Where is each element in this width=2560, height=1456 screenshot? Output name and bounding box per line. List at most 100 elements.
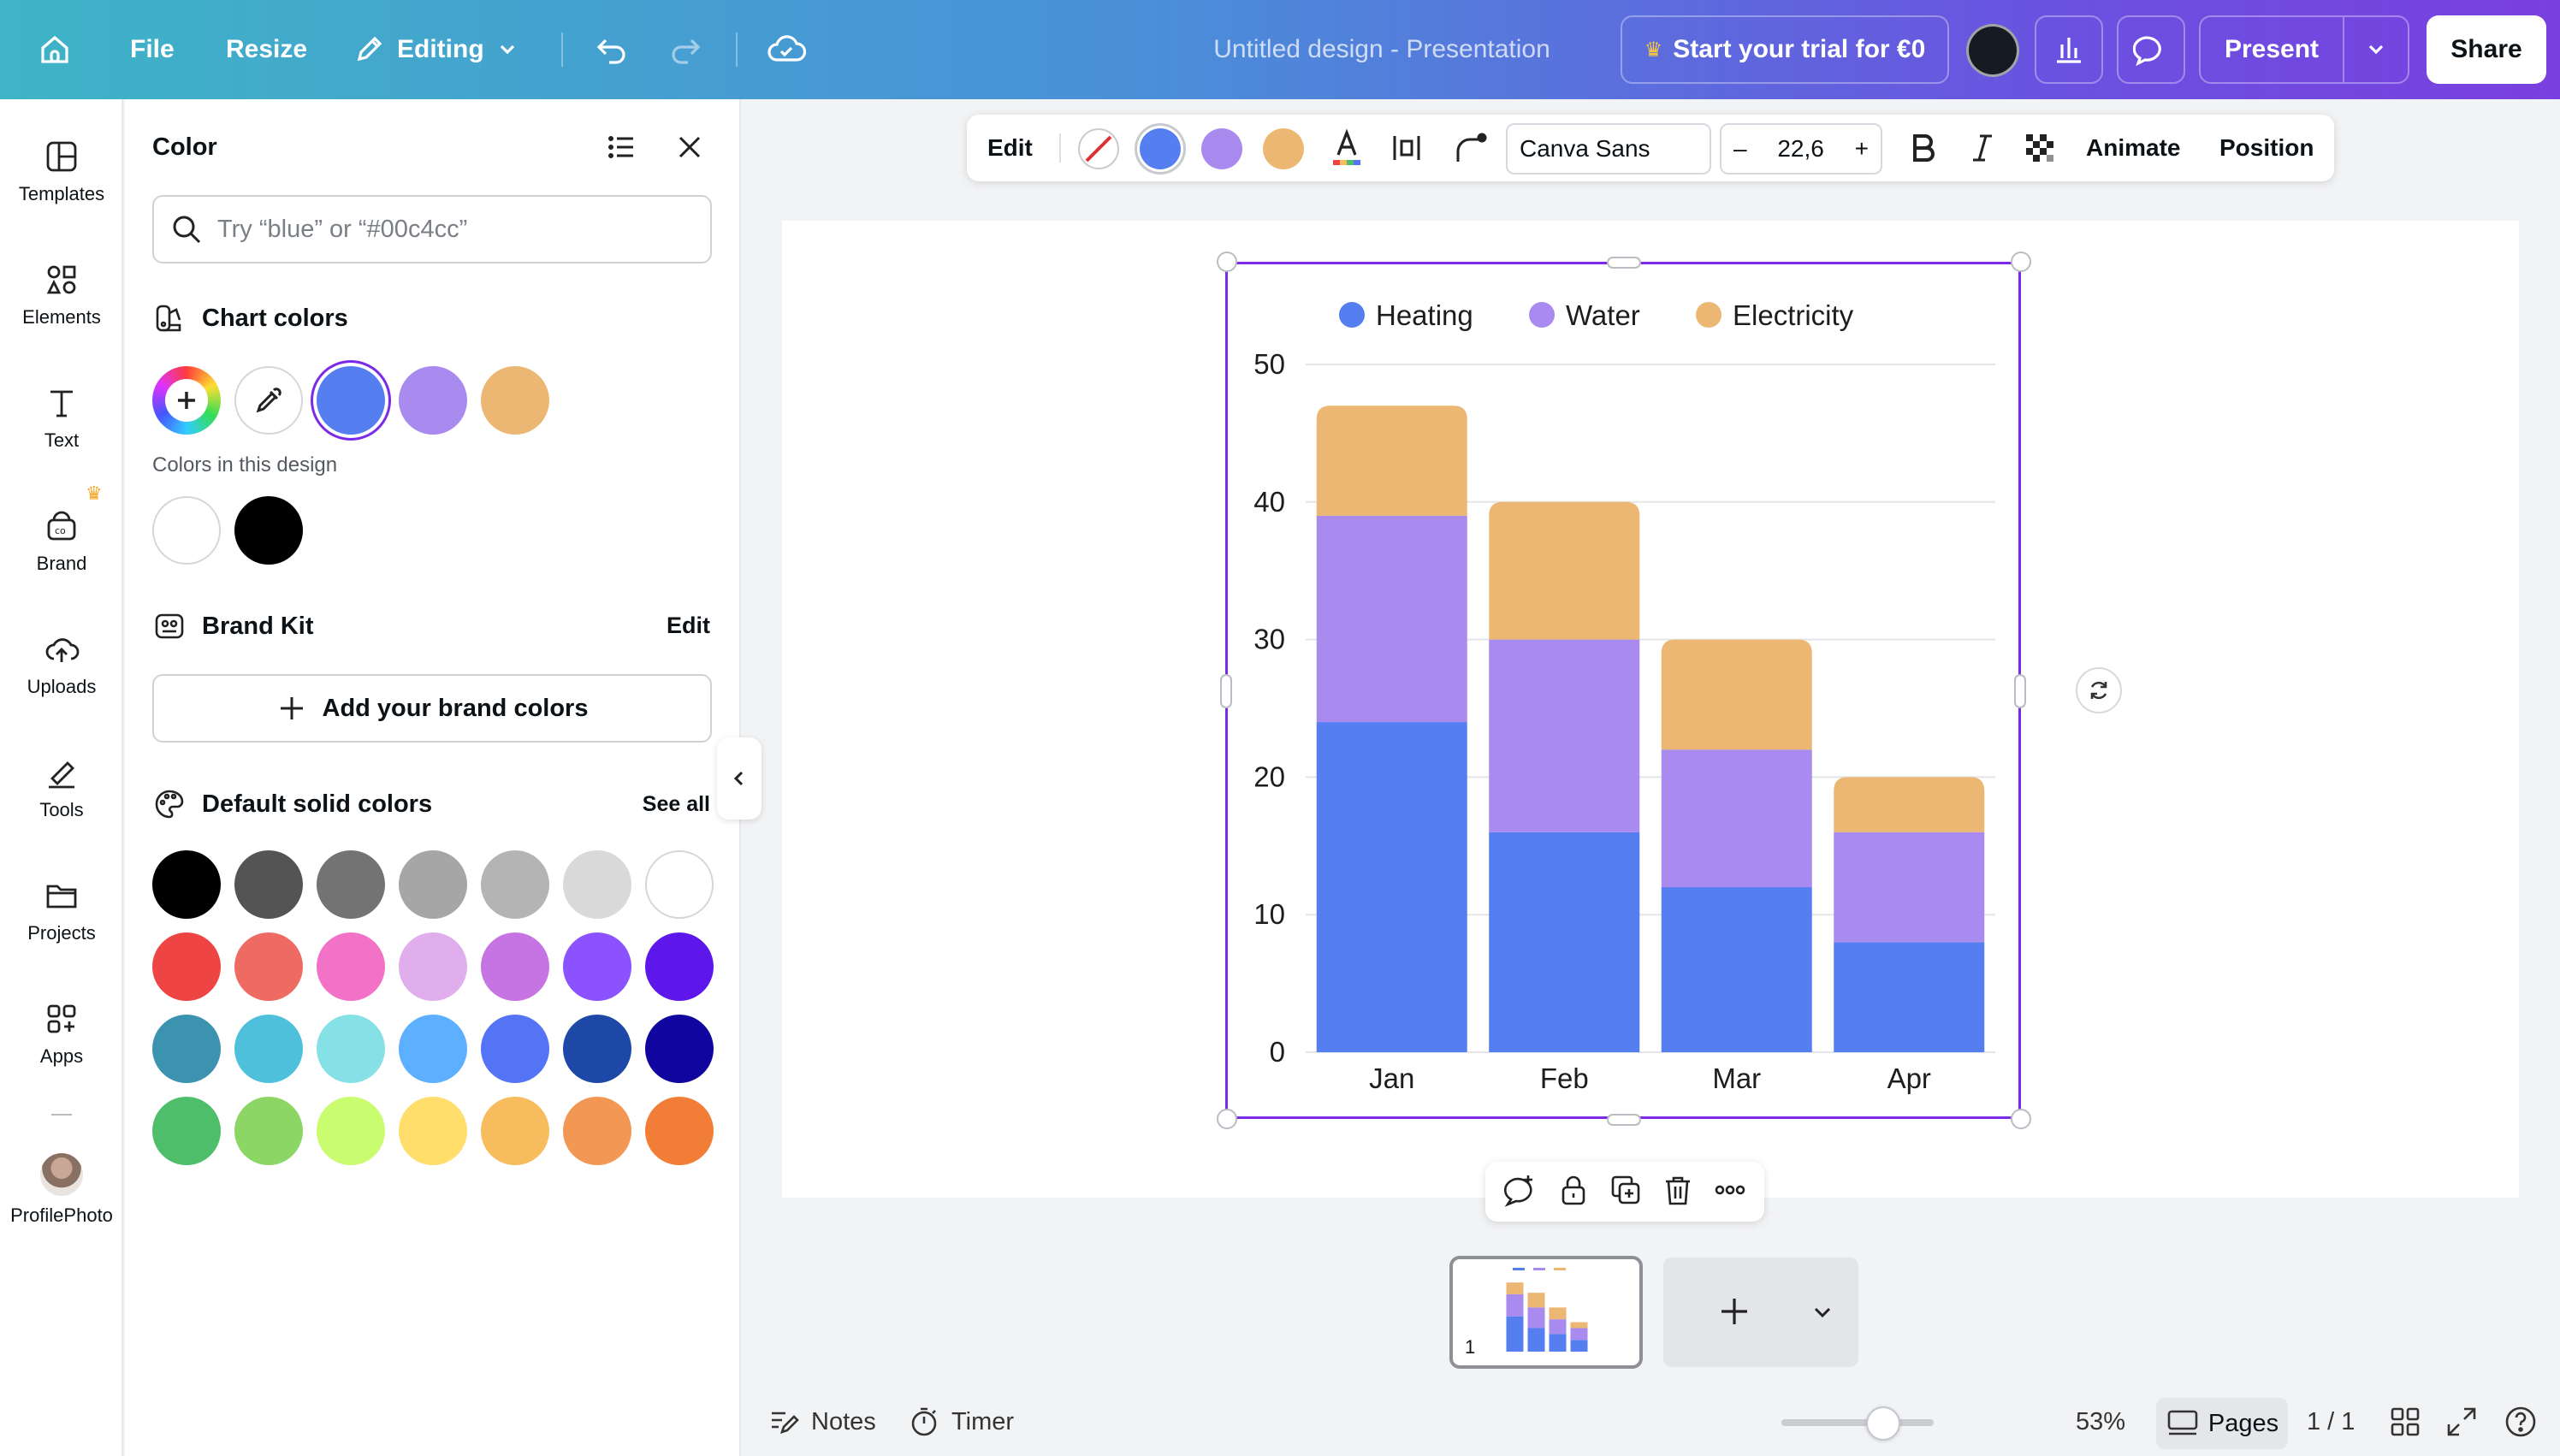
rail-item-tools[interactable]: Tools bbox=[0, 755, 123, 821]
present-button[interactable]: Present bbox=[2201, 17, 2344, 82]
decrease-font-button[interactable]: – bbox=[1733, 135, 1747, 162]
transparency-button[interactable] bbox=[2023, 115, 2057, 181]
stacked-bar-chart[interactable]: 0 10 20 30 40 50 Jan Feb Mar Apr Heating Water Elect… bbox=[1225, 262, 2021, 1119]
default-color-swatch[interactable] bbox=[645, 932, 714, 1001]
default-color-swatch[interactable] bbox=[481, 850, 549, 919]
delete-button[interactable] bbox=[1661, 1173, 1695, 1211]
resize-handle-top-right[interactable] bbox=[2011, 252, 2031, 272]
default-color-swatch[interactable] bbox=[645, 1097, 714, 1165]
rail-item-templates[interactable]: Templates bbox=[0, 139, 123, 205]
add-brand-colors-button[interactable]: Add your brand colors bbox=[152, 674, 712, 743]
default-color-swatch[interactable] bbox=[645, 850, 714, 919]
default-color-swatch[interactable] bbox=[317, 932, 385, 1001]
file-menu[interactable]: File bbox=[130, 35, 175, 63]
rail-item-brand[interactable]: co Brand bbox=[0, 508, 123, 575]
default-color-swatch[interactable] bbox=[481, 1015, 549, 1083]
color-search-field[interactable] bbox=[152, 195, 712, 263]
zoom-slider-track[interactable] bbox=[1781, 1419, 1934, 1426]
default-color-swatch[interactable] bbox=[234, 1015, 303, 1083]
no-color-swatch[interactable] bbox=[1078, 128, 1119, 169]
duplicate-button[interactable] bbox=[1609, 1173, 1643, 1211]
user-avatar[interactable] bbox=[1966, 24, 2019, 77]
resize-handle-right[interactable] bbox=[2014, 674, 2026, 708]
eyedropper-button[interactable] bbox=[234, 366, 303, 435]
default-color-swatch[interactable] bbox=[234, 932, 303, 1001]
font-size-value[interactable]: 22,6 bbox=[1777, 135, 1824, 162]
zoom-slider-handle[interactable] bbox=[1866, 1406, 1901, 1441]
timer-button[interactable]: Timer bbox=[907, 1394, 1014, 1449]
chart-color-swatch[interactable] bbox=[481, 366, 549, 435]
share-button[interactable]: Share bbox=[2427, 15, 2546, 84]
start-trial-button[interactable]: ♛ Start your trial for €0 bbox=[1621, 15, 1949, 84]
pages-button[interactable]: Pages bbox=[2156, 1398, 2288, 1449]
help-button[interactable] bbox=[2504, 1394, 2538, 1449]
font-family-select[interactable]: Canva Sans bbox=[1506, 123, 1711, 175]
rail-item-profile-photo[interactable]: ProfilePhoto bbox=[0, 1153, 123, 1227]
add-page-options-button[interactable] bbox=[1810, 1300, 1834, 1329]
default-color-swatch[interactable] bbox=[563, 932, 631, 1001]
see-all-link[interactable]: See all bbox=[642, 792, 710, 816]
resize-handle-top-left[interactable] bbox=[1217, 252, 1237, 272]
default-color-swatch[interactable] bbox=[481, 1097, 549, 1165]
edit-chart-button[interactable]: Edit bbox=[987, 134, 1033, 161]
chart-color-swatch[interactable] bbox=[399, 366, 467, 435]
default-color-swatch[interactable] bbox=[317, 1015, 385, 1083]
default-color-swatch[interactable] bbox=[399, 932, 467, 1001]
redo-button[interactable] bbox=[667, 0, 703, 99]
increase-font-button[interactable]: + bbox=[1854, 135, 1869, 162]
default-color-swatch[interactable] bbox=[317, 850, 385, 919]
undo-button[interactable] bbox=[594, 0, 630, 99]
position-button[interactable]: Position bbox=[2219, 134, 2314, 161]
series-color-swatch[interactable] bbox=[1140, 128, 1181, 169]
default-color-swatch[interactable] bbox=[152, 1015, 221, 1083]
series-color-swatch[interactable] bbox=[1201, 128, 1242, 169]
resize-handle-left[interactable] bbox=[1220, 674, 1232, 708]
default-color-swatch[interactable] bbox=[481, 932, 549, 1001]
default-color-swatch[interactable] bbox=[234, 850, 303, 919]
rail-item-apps[interactable]: Apps bbox=[0, 1001, 123, 1068]
default-color-swatch[interactable] bbox=[234, 1097, 303, 1165]
design-color-swatch[interactable] bbox=[152, 496, 221, 565]
rail-item-uploads[interactable]: Uploads bbox=[0, 631, 123, 698]
zoom-level[interactable]: 53% bbox=[2076, 1407, 2126, 1435]
chart-color-swatch[interactable] bbox=[317, 366, 385, 435]
resize-handle-bottom-left[interactable] bbox=[1217, 1109, 1237, 1129]
rotate-button[interactable] bbox=[2076, 667, 2122, 713]
design-title[interactable]: Untitled design - Presentation bbox=[1213, 35, 1550, 63]
more-options-button[interactable] bbox=[1713, 1173, 1747, 1211]
lock-button[interactable] bbox=[1556, 1173, 1591, 1211]
default-color-swatch[interactable] bbox=[563, 1015, 631, 1083]
default-color-swatch[interactable] bbox=[152, 932, 221, 1001]
insights-button[interactable] bbox=[2035, 15, 2103, 84]
comments-button[interactable] bbox=[2117, 15, 2185, 84]
default-color-swatch[interactable] bbox=[645, 1015, 714, 1083]
resize-handle-bottom[interactable] bbox=[1607, 1114, 1641, 1126]
default-color-swatch[interactable] bbox=[399, 1097, 467, 1165]
resize-handle-top[interactable] bbox=[1607, 257, 1641, 269]
add-comment-button[interactable] bbox=[1502, 1172, 1538, 1212]
design-color-swatch[interactable] bbox=[234, 496, 303, 565]
design-page[interactable] bbox=[782, 221, 2519, 1198]
default-color-swatch[interactable] bbox=[317, 1097, 385, 1165]
rail-item-projects[interactable]: Projects bbox=[0, 878, 123, 944]
text-color-button[interactable] bbox=[1330, 115, 1364, 181]
resize-handle-bottom-right[interactable] bbox=[2011, 1109, 2031, 1129]
fullscreen-button[interactable] bbox=[2445, 1394, 2478, 1449]
add-page-button[interactable] bbox=[1715, 1292, 1754, 1335]
italic-button[interactable] bbox=[1970, 115, 1995, 181]
resize-menu[interactable]: Resize bbox=[226, 35, 308, 63]
list-view-button[interactable] bbox=[604, 130, 638, 169]
animate-button[interactable]: Animate bbox=[2086, 134, 2181, 161]
editing-mode-menu[interactable]: Editing bbox=[353, 0, 519, 99]
default-color-swatch[interactable] bbox=[399, 850, 467, 919]
color-search-input[interactable] bbox=[217, 215, 696, 244]
notes-button[interactable]: Notes bbox=[767, 1394, 876, 1449]
add-color-button[interactable] bbox=[152, 366, 221, 435]
grid-view-button[interactable] bbox=[2389, 1394, 2421, 1449]
rail-item-text[interactable]: Text bbox=[0, 385, 123, 452]
default-color-swatch[interactable] bbox=[563, 850, 631, 919]
rail-item-elements[interactable]: Elements bbox=[0, 262, 123, 328]
page-thumbnail[interactable]: 1 bbox=[1449, 1256, 1643, 1369]
default-color-swatch[interactable] bbox=[563, 1097, 631, 1165]
default-color-swatch[interactable] bbox=[152, 1097, 221, 1165]
